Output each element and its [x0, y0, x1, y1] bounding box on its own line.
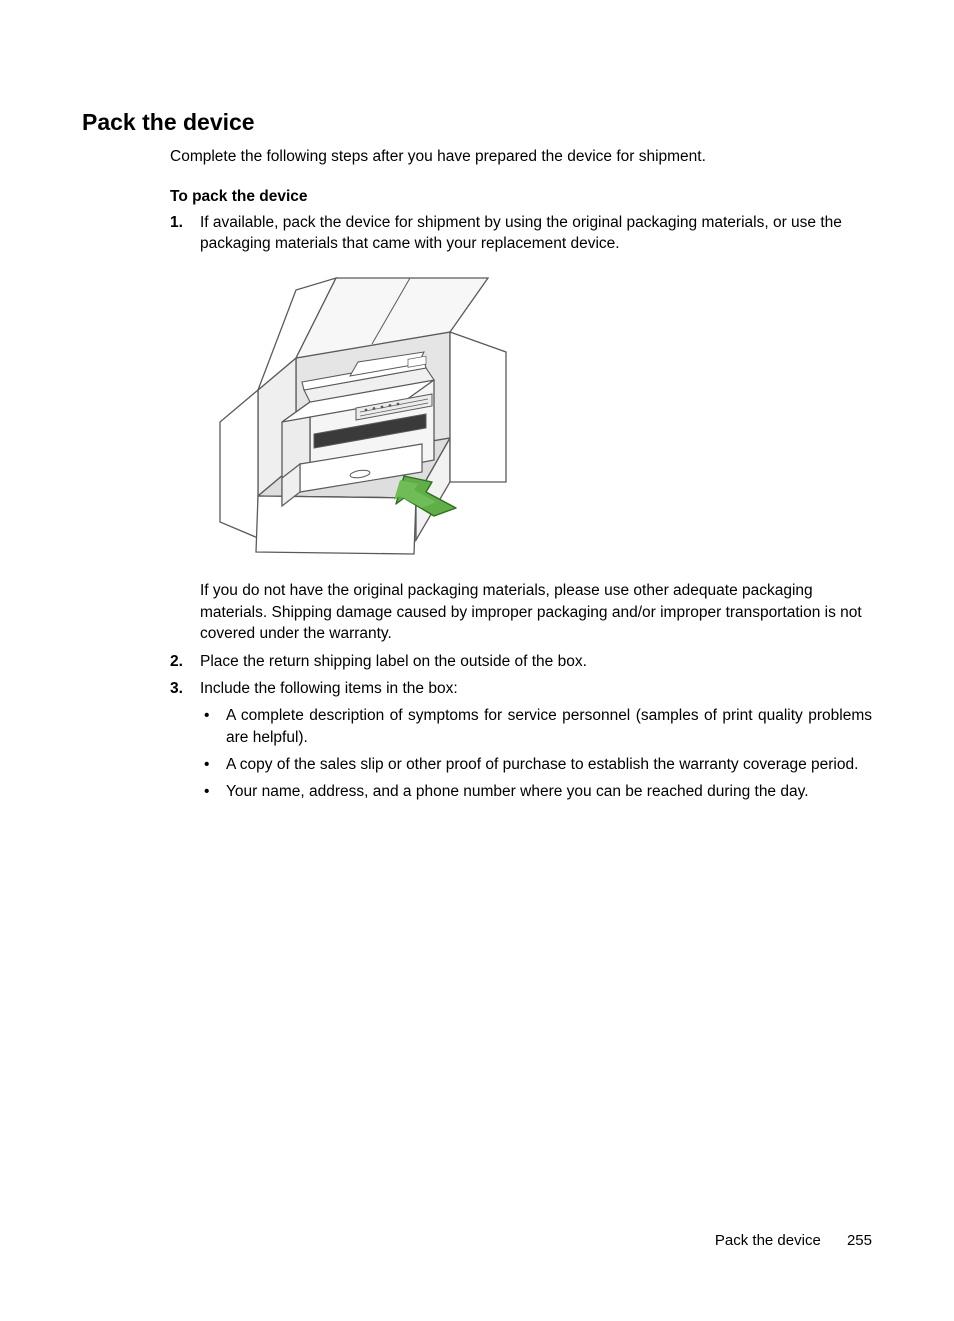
page-number: 255: [847, 1232, 872, 1249]
step-1-note: If you do not have the original packagin…: [200, 580, 872, 644]
step-2-text: Place the return shipping label on the o…: [200, 653, 587, 670]
step-3-text: Include the following items in the box:: [200, 680, 458, 697]
figure-printer-in-box: [200, 272, 872, 562]
bullet-2: A copy of the sales slip or other proof …: [200, 754, 872, 775]
content-body: Complete the following steps after you h…: [170, 147, 872, 803]
page-footer: Pack the device 255: [715, 1232, 872, 1249]
page: Pack the device Complete the following s…: [0, 0, 954, 1321]
step-1-text: If available, pack the device for shipme…: [200, 214, 842, 252]
step-2: Place the return shipping label on the o…: [170, 651, 872, 672]
section-heading: Pack the device: [82, 108, 872, 137]
sub-heading: To pack the device: [170, 188, 872, 206]
bullet-3: Your name, address, and a phone number w…: [200, 781, 872, 802]
intro-paragraph: Complete the following steps after you h…: [170, 147, 872, 168]
step-3-bullets: A complete description of symptoms for s…: [200, 705, 872, 803]
bullet-1: A complete description of symptoms for s…: [200, 705, 872, 748]
printer-box-illustration: [200, 272, 540, 562]
step-1: If available, pack the device for shipme…: [170, 212, 872, 645]
step-3: Include the following items in the box: …: [170, 678, 872, 803]
footer-label: Pack the device: [715, 1232, 821, 1249]
ordered-steps: If available, pack the device for shipme…: [170, 212, 872, 803]
